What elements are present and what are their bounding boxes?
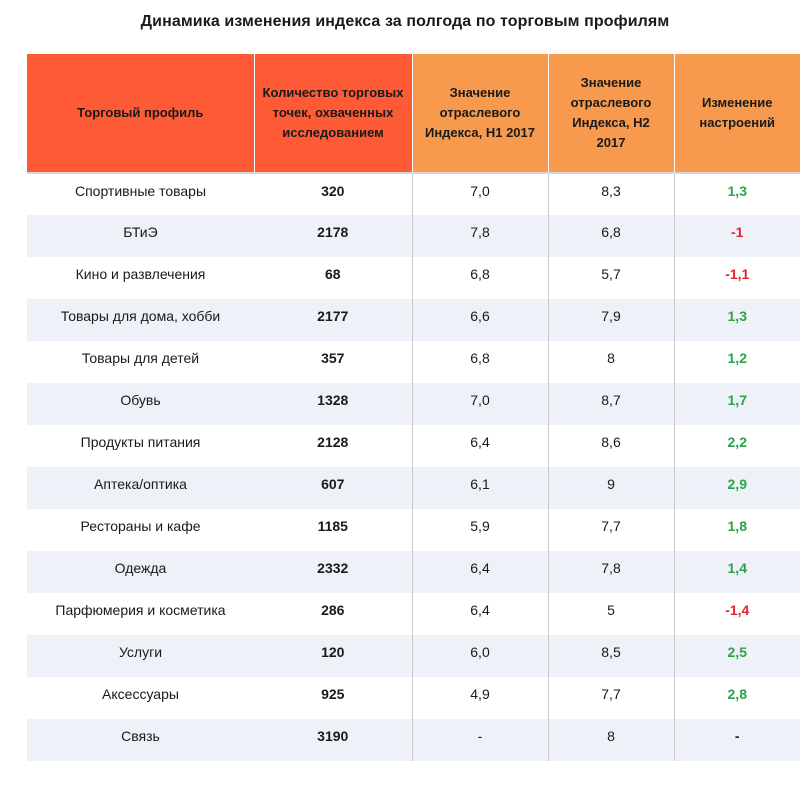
cell-profile: Услуги [27,635,254,677]
cell-count: 3190 [254,719,412,761]
cell-change: 2,5 [673,635,800,677]
cell-index-h1: 5,9 [411,509,548,551]
cell-count: 357 [254,341,412,383]
table-header: Торговый профиль Количество торговых точ… [27,54,800,173]
cell-change: 2,2 [673,425,800,467]
table-row: Обувь 1328 7,0 8,7 1,7 [27,383,800,425]
cell-index-h2: 7,7 [547,677,674,719]
cell-index-h2: 8,3 [547,173,674,215]
table-row: Одежда 2332 6,4 7,8 1,4 [27,551,800,593]
cell-index-h1: 6,4 [411,593,548,635]
cell-index-h1: 4,9 [411,677,548,719]
cell-index-h2: 8,6 [547,425,674,467]
cell-index-h2: 8,5 [547,635,674,677]
table-row: Аксессуары 925 4,9 7,7 2,8 [27,677,800,719]
cell-count: 2332 [254,551,412,593]
table-row: Аптека/оптика 607 6,1 9 2,9 [27,467,800,509]
cell-profile: Продукты питания [27,425,254,467]
cell-count: 320 [254,173,412,215]
cell-profile: Аксессуары [27,677,254,719]
cell-count: 2178 [254,215,412,257]
cell-profile: Кино и развлечения [27,257,254,299]
cell-index-h2: 8 [547,719,674,761]
table-row: Кино и развлечения 68 6,8 5,7 -1,1 [27,257,800,299]
header-h2: Значение отраслевого Индекса, H2 2017 [548,54,675,173]
cell-profile: Связь [27,719,254,761]
cell-change: 1,2 [673,341,800,383]
header-h1: Значение отраслевого Индекса, H1 2017 [412,54,549,173]
cell-profile: Аптека/оптика [27,467,254,509]
cell-profile: Одежда [27,551,254,593]
cell-index-h2: 8 [547,341,674,383]
cell-count: 925 [254,677,412,719]
table-row: БТиЭ 2178 7,8 6,8 -1 [27,215,800,257]
index-table: Торговый профиль Количество торговых точ… [27,54,800,761]
cell-change: 1,7 [673,383,800,425]
cell-count: 120 [254,635,412,677]
cell-index-h1: 6,8 [411,257,548,299]
cell-profile: БТиЭ [27,215,254,257]
table-row: Продукты питания 2128 6,4 8,6 2,2 [27,425,800,467]
cell-change: 1,4 [673,551,800,593]
cell-count: 68 [254,257,412,299]
cell-change: 2,8 [673,677,800,719]
cell-profile: Спортивные товары [27,173,254,215]
cell-index-h1: 7,0 [411,383,548,425]
table-row: Рестораны и кафе 1185 5,9 7,7 1,8 [27,509,800,551]
cell-count: 1185 [254,509,412,551]
table-row: Спортивные товары 320 7,0 8,3 1,3 [27,173,800,215]
cell-change: - [673,719,800,761]
cell-index-h1: 6,1 [411,467,548,509]
cell-profile: Обувь [27,383,254,425]
cell-change: 1,8 [673,509,800,551]
cell-change: 2,9 [673,467,800,509]
cell-index-h1: 7,0 [411,173,548,215]
header-profile: Торговый профиль [27,54,255,173]
table-row: Услуги 120 6,0 8,5 2,5 [27,635,800,677]
table-row: Товары для дома, хобби 2177 6,6 7,9 1,3 [27,299,800,341]
cell-count: 607 [254,467,412,509]
cell-index-h2: 7,8 [547,551,674,593]
cell-change: -1,4 [673,593,800,635]
cell-index-h2: 5 [547,593,674,635]
cell-index-h2: 9 [547,467,674,509]
page-title: Динамика изменения индекса за полгода по… [140,13,670,30]
cell-index-h1: 6,4 [411,551,548,593]
cell-profile: Парфюмерия и косметика [27,593,254,635]
cell-index-h1: - [411,719,548,761]
cell-index-h1: 6,0 [411,635,548,677]
cell-profile: Товары для дома, хобби [27,299,254,341]
cell-count: 286 [254,593,412,635]
cell-profile: Товары для детей [27,341,254,383]
cell-change: 1,3 [673,299,800,341]
cell-count: 1328 [254,383,412,425]
cell-index-h1: 6,4 [411,425,548,467]
header-change: Изменение настроений [674,54,800,173]
cell-count: 2177 [254,299,412,341]
cell-change: 1,3 [673,173,800,215]
cell-index-h2: 6,8 [547,215,674,257]
cell-index-h1: 6,6 [411,299,548,341]
table-row: Связь 3190-8- [27,719,800,761]
header-count: Количество торговых точек, охваченных ис… [254,54,413,173]
cell-change: -1,1 [673,257,800,299]
cell-index-h2: 5,7 [547,257,674,299]
cell-count: 2128 [254,425,412,467]
cell-index-h2: 8,7 [547,383,674,425]
cell-index-h1: 6,8 [411,341,548,383]
table-body: Спортивные товары 320 7,0 8,3 1,3 БТиЭ 2178 7,8… [27,173,800,761]
cell-index-h1: 7,8 [411,215,548,257]
table-row: Парфюмерия и косметика 286 6,4 5 -1,4 [27,593,800,635]
table-row: Товары для детей 357 6,8 8 1,2 [27,341,800,383]
cell-index-h2: 7,9 [547,299,674,341]
cell-index-h2: 7,7 [547,509,674,551]
cell-profile: Рестораны и кафе [27,509,254,551]
cell-change: -1 [673,215,800,257]
